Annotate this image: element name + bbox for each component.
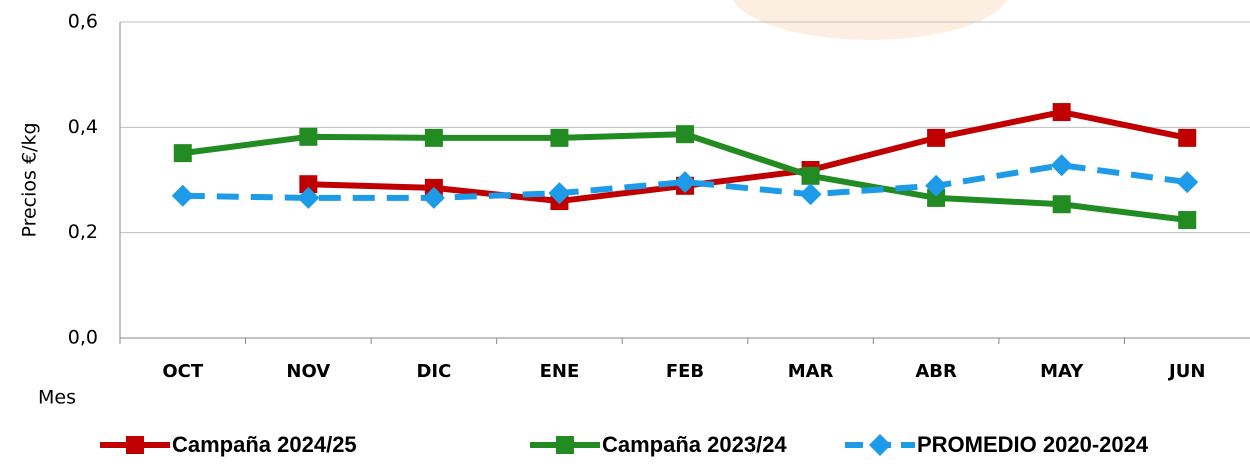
legend-label: Campaña 2023/24 [602,432,787,457]
data-point [299,128,317,146]
y-tick-label: 0,0 [68,327,98,349]
legend-label: Campaña 2024/25 [172,432,357,457]
legend-marker [126,436,144,454]
data-point [1178,211,1196,229]
data-point [1176,171,1198,193]
y-tick-label: 0,4 [68,116,98,138]
legend-marker [869,434,891,456]
y-axis-label: Precios €/kg [19,122,41,237]
data-point [1051,154,1073,176]
data-point [800,183,822,205]
y-tick-label: 0,2 [68,221,98,243]
x-tick-label: MAR [788,361,834,382]
data-point [174,144,192,162]
data-point [550,129,568,147]
x-tick-label: MAY [1040,361,1084,382]
data-point [802,167,820,185]
data-point [676,125,694,143]
x-tick-label: ENE [540,361,580,382]
x-tick-label: OCT [162,361,204,382]
data-point [1053,195,1071,213]
x-tick-label: ABR [915,361,957,382]
background-decoration [730,0,1010,40]
data-point [1178,129,1196,147]
data-point [927,129,945,147]
x-tick-label: NOV [286,361,330,382]
chart: Precios €/kg Mes 0,0 0,2 0,4 0,6 OCT NOV DIC EN… [0,0,1250,466]
y-tick-label: 0,6 [68,11,98,33]
x-tick-label: FEB [666,361,704,382]
x-tick-label: JUN [1167,361,1205,382]
legend-label: PROMEDIO 2020-2024 [917,432,1149,457]
data-point [172,185,194,207]
data-point [1053,103,1071,121]
x-axis-label: Mes [38,387,76,409]
legend-marker [556,436,574,454]
x-tick-label: DIC [416,361,451,382]
data-point [425,129,443,147]
